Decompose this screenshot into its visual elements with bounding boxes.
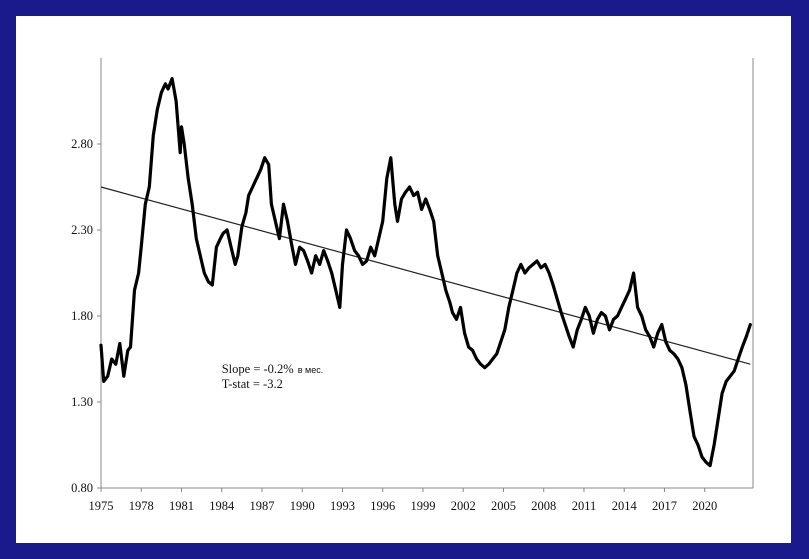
slope-annotation: Slope = -0.2% в мес. xyxy=(222,362,323,376)
trend-line-group xyxy=(100,186,751,365)
x-tick-label: 1975 xyxy=(89,499,114,513)
line-chart: 0.80 1.30 1.80 2.30 2.80 1975 1978 1981 1984 198… xyxy=(71,58,754,513)
y-tick-label: 1.30 xyxy=(71,395,93,409)
y-tick-label: 2.80 xyxy=(71,137,93,151)
x-tick-label: 2020 xyxy=(692,499,717,513)
y-tick-label: 1.80 xyxy=(71,309,93,323)
x-tick-label: 2005 xyxy=(491,499,516,513)
x-tick-label: 2017 xyxy=(652,499,677,513)
x-tick-label: 2002 xyxy=(451,499,476,513)
series-group xyxy=(99,76,752,468)
y-axis-ticks: 0.80 1.30 1.80 2.30 2.80 xyxy=(71,137,101,495)
x-tick-label: 2011 xyxy=(572,499,597,513)
series-line xyxy=(99,76,752,468)
annotations: Slope = -0.2% в мес.T-stat = -3.2 xyxy=(222,362,323,391)
x-tick-label: 1996 xyxy=(370,499,395,513)
x-tick-label: 1978 xyxy=(129,499,154,513)
x-tick-label: 1990 xyxy=(290,499,315,513)
chart-panel: 0.80 1.30 1.80 2.30 2.80 1975 1978 1981 1984 198… xyxy=(16,16,791,543)
axes xyxy=(100,58,754,489)
y-tick-label: 0.80 xyxy=(71,481,93,495)
x-tick-label: 1984 xyxy=(209,499,235,513)
tstat-annotation: T-stat = -3.2 xyxy=(222,377,283,391)
x-tick-label: 1981 xyxy=(169,499,194,513)
x-tick-label: 1993 xyxy=(330,499,355,513)
x-tick-label: 2008 xyxy=(531,499,556,513)
x-axis-ticks: 1975 1978 1981 1984 1987 1990 1993 1996 1999 2002… xyxy=(89,488,717,513)
x-tick-label: 2014 xyxy=(612,499,638,513)
trend-line xyxy=(100,186,751,365)
y-tick-label: 2.30 xyxy=(71,223,93,237)
x-tick-label: 1999 xyxy=(410,499,435,513)
x-tick-label: 1987 xyxy=(249,499,274,513)
